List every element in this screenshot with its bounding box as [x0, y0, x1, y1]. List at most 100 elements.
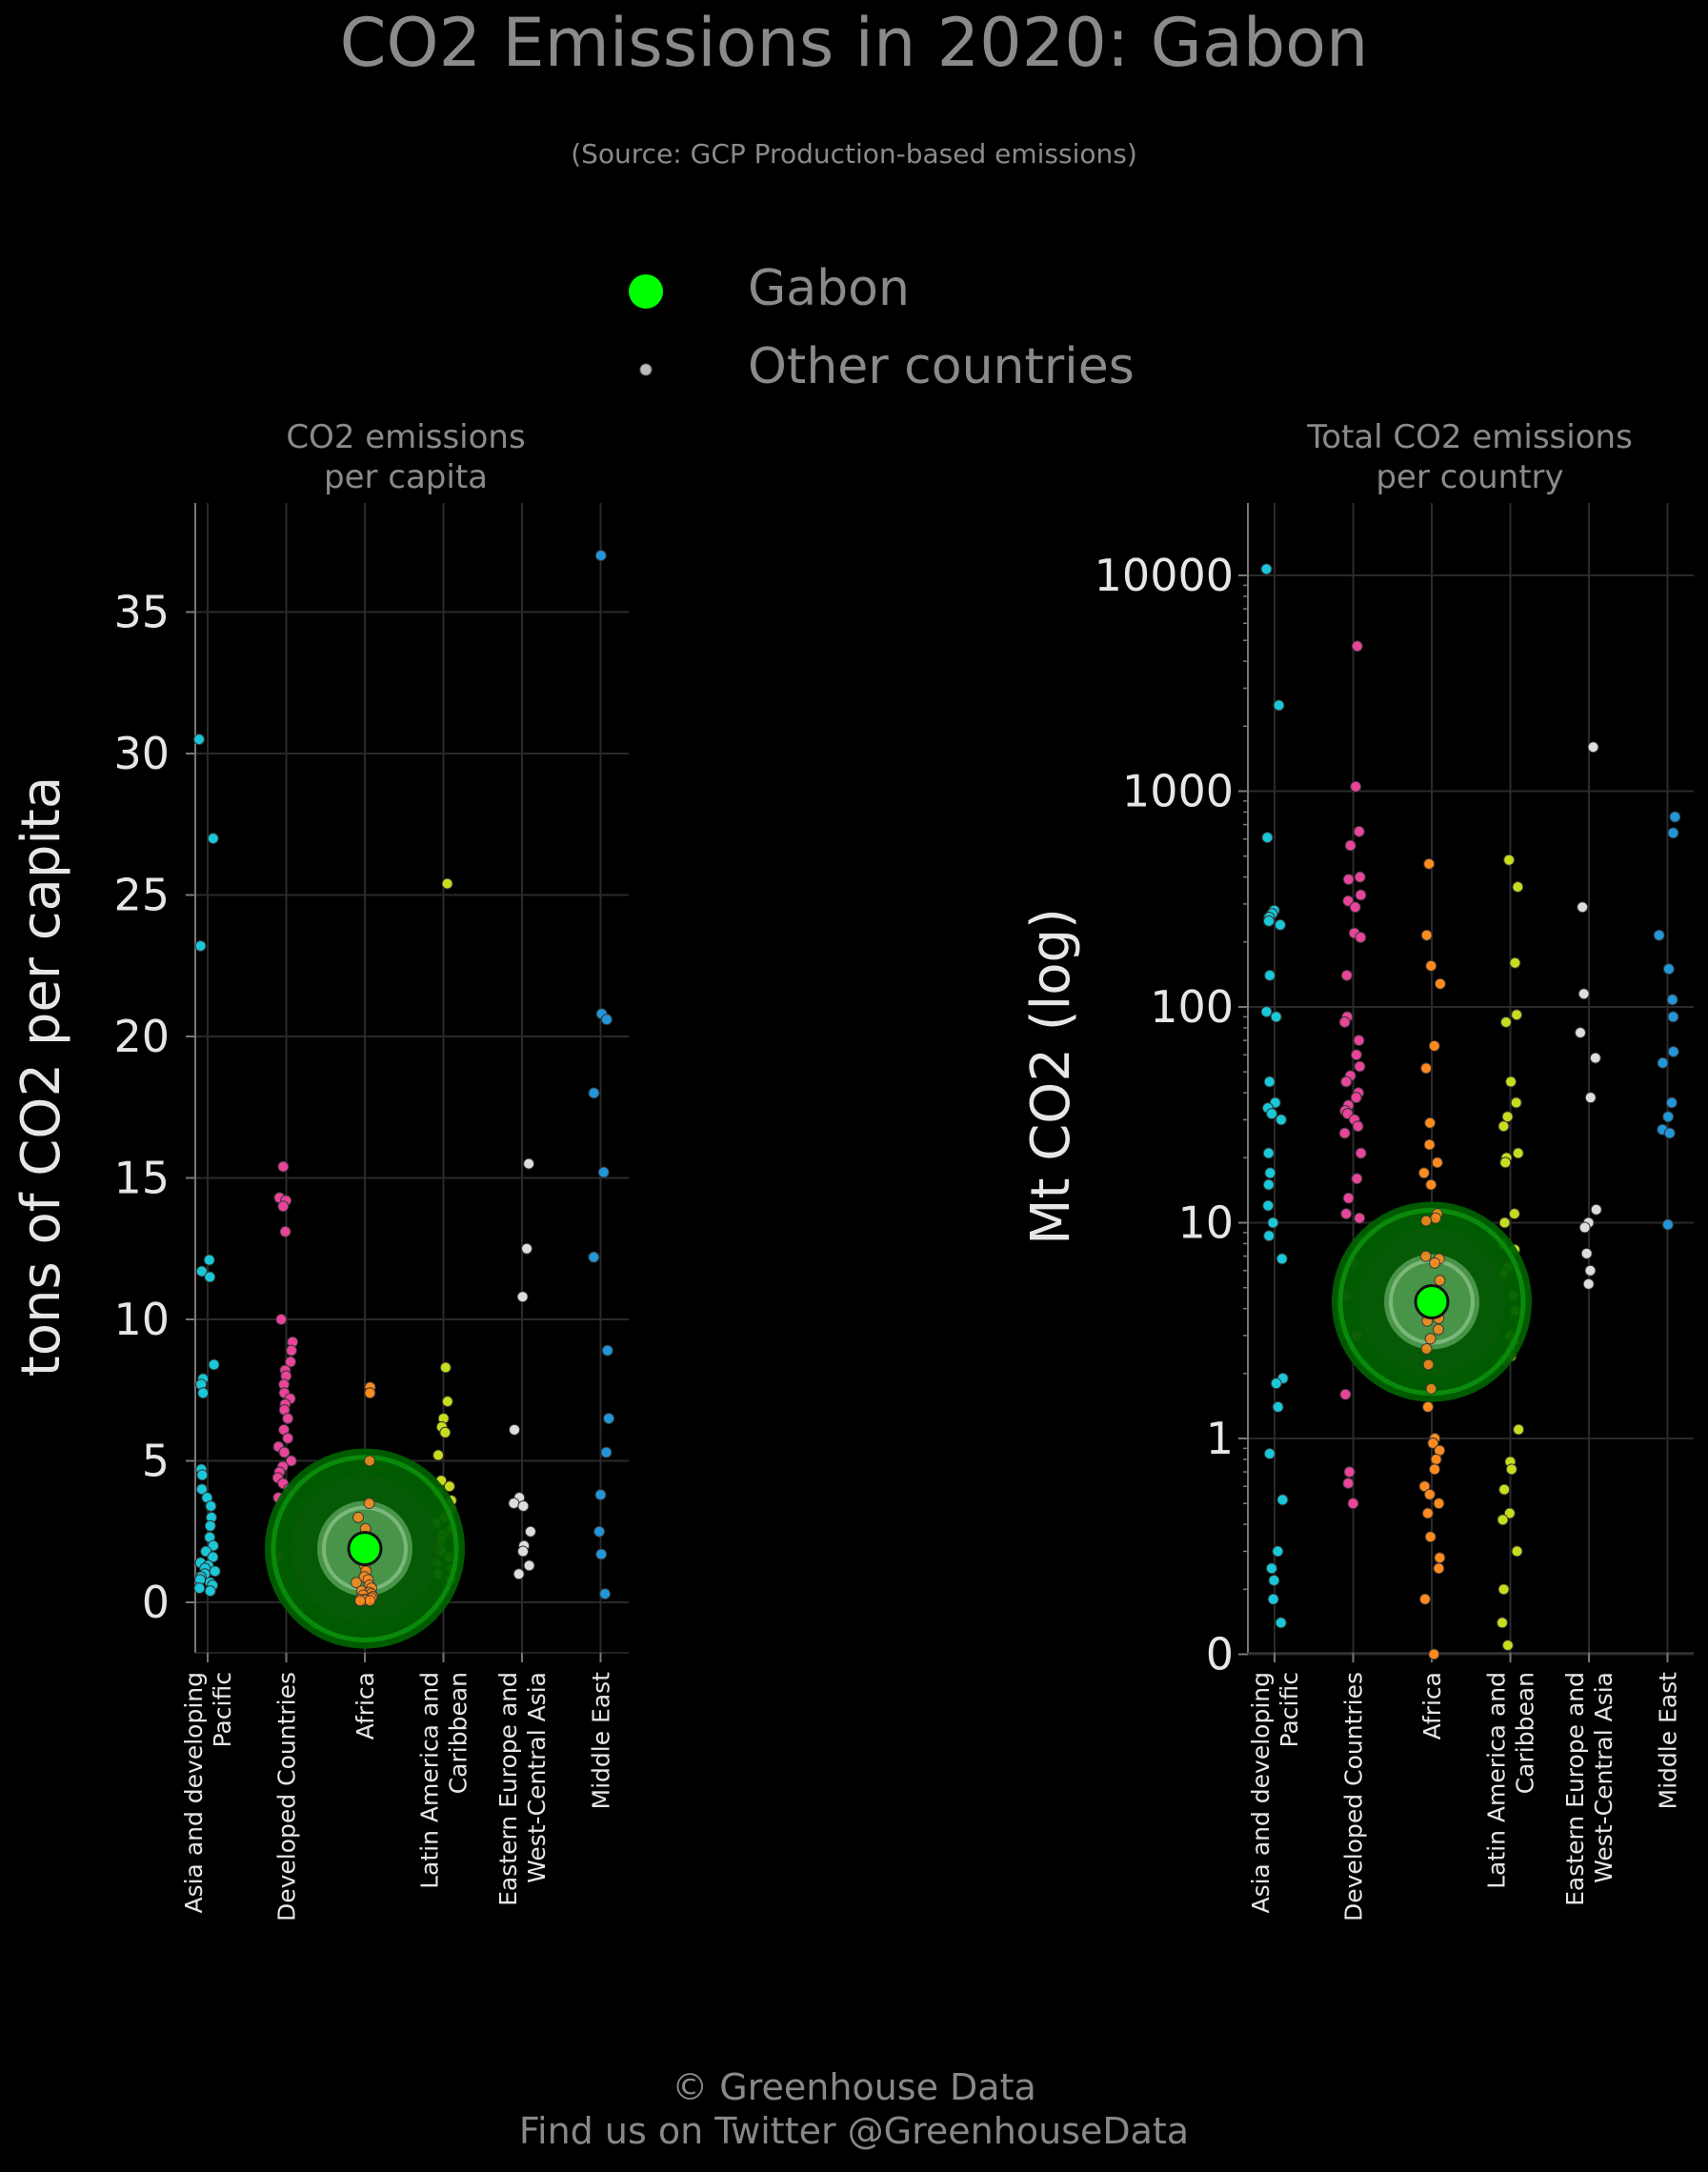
data-point-developed-countries	[1351, 1173, 1363, 1185]
data-point-asia-and-developing-pacific	[1270, 1011, 1282, 1023]
x-tick-label-africa: Africa	[352, 1672, 379, 1740]
data-point-developed-countries	[1355, 1147, 1367, 1159]
data-point-overlay-africa	[1424, 1333, 1437, 1345]
data-point-middle-east	[1666, 994, 1678, 1006]
data-point-developed-countries	[282, 1432, 294, 1444]
data-point-asia-and-developing-pacific	[1276, 1494, 1289, 1506]
y-axis-label: Mt CO2 (log)	[1020, 908, 1082, 1245]
y-tick-label: 15	[113, 1153, 170, 1204]
y-tick-label: 10000	[1095, 550, 1234, 601]
data-point-asia-and-developing-pacific	[1264, 969, 1276, 981]
data-point-eastern-europe-and-west-central-asia	[512, 1568, 525, 1580]
data-point-latin-america-and-caribbean	[1508, 1208, 1520, 1220]
data-point-latin-america-and-caribbean	[1497, 1514, 1509, 1526]
data-point-africa	[1434, 1552, 1446, 1564]
data-point-eastern-europe-and-west-central-asia	[521, 1242, 533, 1255]
data-point-africa	[1423, 1138, 1436, 1151]
data-point-overlay-africa	[1429, 1257, 1441, 1269]
data-point-middle-east	[594, 550, 607, 562]
data-point-africa	[1420, 929, 1433, 941]
data-point-developed-countries	[1340, 1076, 1353, 1088]
data-point-middle-east	[1663, 1127, 1676, 1139]
x-tick-label-asia-and-developing-pacific: Pacific	[1276, 1672, 1303, 1747]
data-point-africa	[1433, 1498, 1445, 1510]
data-point-middle-east	[588, 1251, 600, 1263]
data-point-developed-countries	[1350, 780, 1362, 793]
data-point-asia-and-developing-pacific	[1275, 1617, 1287, 1629]
data-point-latin-america-and-caribbean	[1511, 1545, 1523, 1558]
data-point-latin-america-and-caribbean	[1496, 1617, 1508, 1629]
data-point-overlay-africa	[351, 1577, 363, 1589]
data-point-middle-east	[1669, 811, 1681, 823]
data-point-developed-countries	[277, 1200, 290, 1213]
y-tick-label: 1000	[1122, 766, 1234, 817]
data-point-asia-and-developing-pacific	[1275, 1114, 1287, 1126]
data-point-developed-countries	[282, 1412, 294, 1424]
x-tick-label-eastern-europe-and-west-central-asia: West-Central Asia	[523, 1672, 551, 1883]
data-point-africa	[1433, 1562, 1445, 1575]
data-point-africa	[1421, 1507, 1434, 1519]
data-point-latin-america-and-caribbean	[1505, 1463, 1517, 1476]
data-point-developed-countries	[285, 1455, 297, 1467]
chart-subtitle: (Source: GCP Production-based emissions)	[571, 138, 1137, 170]
x-tick-label-asia-and-developing-pacific: Asia and developing	[180, 1672, 208, 1914]
data-point-asia-and-developing-pacific	[204, 1271, 216, 1283]
data-point-africa	[1418, 1480, 1431, 1493]
data-point-developed-countries	[1339, 1388, 1352, 1400]
data-point-middle-east	[1667, 1046, 1679, 1058]
y-tick-label: 100	[1150, 981, 1234, 1033]
legend: Gabon Other countries	[610, 257, 1276, 410]
data-point-middle-east	[600, 1014, 613, 1026]
data-point-asia-and-developing-pacific	[1260, 563, 1273, 575]
data-point-middle-east	[1662, 1111, 1675, 1123]
data-point-developed-countries	[284, 1356, 296, 1368]
data-point-latin-america-and-caribbean	[441, 877, 453, 890]
data-point-africa	[1417, 1167, 1430, 1179]
data-point-latin-america-and-caribbean	[432, 1449, 445, 1461]
data-point-latin-america-and-caribbean	[441, 1396, 453, 1408]
data-point-asia-and-developing-pacific	[195, 1483, 208, 1496]
data-point-latin-america-and-caribbean	[1501, 1639, 1514, 1652]
data-point-developed-countries	[1338, 1016, 1351, 1028]
data-point-eastern-europe-and-west-central-asia	[516, 1291, 529, 1303]
footer: © Greenhouse Data Find us on Twitter @Gr…	[0, 2065, 1708, 2153]
panel-total: Total CO2 emissions per country 0 1 10 100 100…	[1020, 418, 1694, 1921]
data-point-africa	[1425, 959, 1437, 972]
panel-title-line: CO2 emissions	[286, 418, 525, 456]
x-tick-label-latin-america-and-caribbean: Latin America and	[416, 1672, 444, 1889]
data-point-eastern-europe-and-west-central-asia	[1590, 1203, 1602, 1216]
data-point-developed-countries	[285, 1344, 297, 1357]
data-point-developed-countries	[1352, 1120, 1364, 1133]
data-point-eastern-europe-and-west-central-asia	[1587, 741, 1599, 754]
data-point-eastern-europe-and-west-central-asia	[1584, 1264, 1597, 1277]
legend-label-gabon: Gabon	[748, 260, 910, 317]
data-point-middle-east	[595, 1548, 608, 1560]
x-tick-label-eastern-europe-and-west-central-asia: West-Central Asia	[1590, 1672, 1618, 1883]
data-point-overlay-africa	[1432, 1323, 1444, 1336]
data-point-latin-america-and-caribbean	[443, 1480, 455, 1493]
data-point-developed-countries	[278, 1446, 291, 1458]
data-point-asia-and-developing-pacific	[204, 1585, 216, 1598]
data-point-eastern-europe-and-west-central-asia	[524, 1525, 536, 1538]
data-point-overlay-africa	[1422, 1358, 1435, 1371]
data-point-latin-america-and-caribbean	[1499, 1156, 1512, 1169]
data-point-middle-east	[603, 1412, 615, 1424]
data-point-developed-countries	[1355, 932, 1367, 944]
data-point-asia-and-developing-pacific	[193, 734, 205, 746]
y-axis-label: tons of CO2 per capita	[10, 776, 72, 1377]
data-point-latin-america-and-caribbean	[439, 1426, 452, 1438]
x-tick-label-asia-and-developing-pacific: Pacific	[209, 1672, 236, 1747]
data-point-asia-and-developing-pacific	[1262, 1199, 1275, 1212]
data-point-overlay-africa	[1430, 1212, 1442, 1224]
data-point-developed-countries	[277, 1160, 290, 1173]
panel-title-line: per capita	[324, 458, 488, 496]
data-point-asia-and-developing-pacific	[203, 1254, 215, 1266]
data-point-developed-countries	[1350, 1092, 1362, 1104]
data-point-latin-america-and-caribbean	[1503, 854, 1516, 866]
data-point-eastern-europe-and-west-central-asia	[517, 1545, 530, 1558]
data-point-overlay-africa	[1420, 1215, 1433, 1227]
data-point-asia-and-developing-pacific	[1273, 699, 1285, 712]
data-point-asia-and-developing-pacific	[1270, 1378, 1282, 1390]
panel-title-line: per country	[1376, 458, 1563, 496]
data-point-africa	[1420, 1062, 1433, 1075]
